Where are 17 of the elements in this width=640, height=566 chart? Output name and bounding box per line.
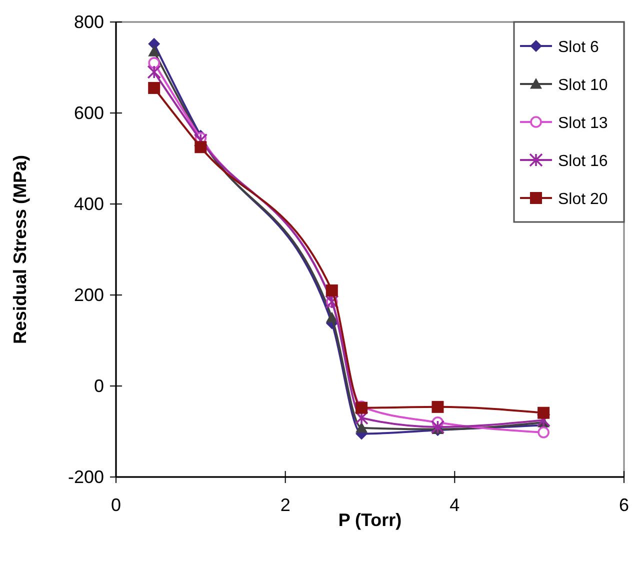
y-tick-label: 200 bbox=[74, 285, 104, 305]
legend-label: Slot 20 bbox=[558, 191, 608, 208]
x-axis-title: P (Torr) bbox=[338, 510, 402, 530]
y-tick-label: 600 bbox=[74, 103, 104, 123]
y-tick-label: 0 bbox=[94, 376, 104, 396]
y-axis-title: Residual Stress (MPa) bbox=[10, 154, 30, 344]
legend-label: Slot 6 bbox=[558, 39, 600, 56]
x-tick-label: 6 bbox=[618, 495, 630, 515]
x-tick-label: 4 bbox=[450, 495, 460, 515]
legend-label: Slot 13 bbox=[558, 115, 608, 132]
y-tick-label: -200 bbox=[68, 467, 104, 487]
y-tick-label: 800 bbox=[74, 12, 104, 32]
x-tick-label: 0 bbox=[110, 495, 122, 515]
y-tick-label: 400 bbox=[74, 194, 104, 214]
legend-label: Slot 10 bbox=[558, 77, 608, 94]
legend-label: Slot 16 bbox=[558, 153, 608, 170]
x-tick-label: 2 bbox=[280, 495, 290, 515]
